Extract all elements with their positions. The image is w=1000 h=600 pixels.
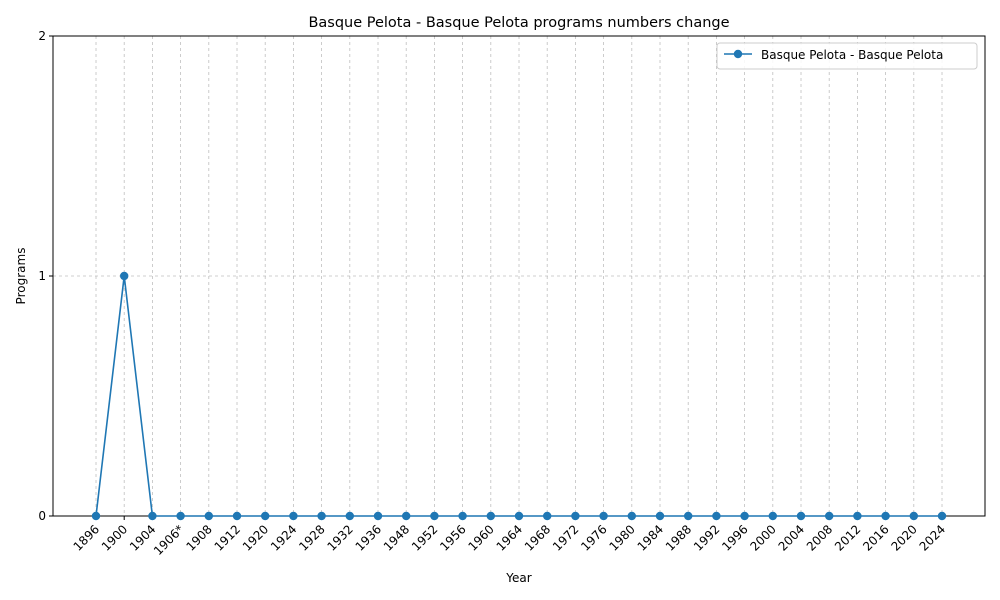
data-point bbox=[796, 511, 806, 521]
data-point bbox=[712, 511, 721, 521]
data-point bbox=[486, 511, 495, 521]
y-tick-label: 0 bbox=[38, 509, 46, 523]
data-point bbox=[514, 511, 524, 521]
data-point bbox=[599, 511, 608, 521]
data-point bbox=[232, 511, 242, 521]
data-point bbox=[120, 271, 129, 281]
data-point bbox=[655, 511, 665, 521]
data-point bbox=[345, 511, 354, 521]
data-point bbox=[430, 511, 439, 521]
legend-marker bbox=[733, 49, 743, 59]
y-tick-label: 1 bbox=[38, 269, 46, 283]
data-point bbox=[543, 511, 552, 521]
data-point bbox=[373, 511, 383, 521]
data-point bbox=[289, 511, 298, 521]
data-point bbox=[571, 511, 580, 521]
data-point bbox=[261, 511, 270, 521]
data-point bbox=[91, 511, 101, 521]
data-point bbox=[627, 511, 636, 521]
data-point bbox=[458, 511, 467, 521]
data-point bbox=[853, 511, 862, 521]
y-axis-title: Programs bbox=[14, 248, 28, 305]
data-point bbox=[402, 511, 411, 521]
data-point bbox=[881, 511, 890, 521]
data-point bbox=[148, 511, 157, 521]
data-point bbox=[684, 511, 693, 521]
x-axis-title: Year bbox=[505, 571, 531, 585]
legend-box bbox=[716, 42, 978, 70]
data-point bbox=[740, 511, 749, 521]
chart-title: Basque Pelota - Basque Pelota programs n… bbox=[308, 15, 729, 31]
data-point bbox=[909, 511, 918, 521]
legend: Basque Pelota - Basque Pelota bbox=[716, 42, 978, 70]
legend-label: Basque Pelota - Basque Pelota bbox=[761, 48, 943, 62]
data-point bbox=[768, 511, 777, 521]
data-point bbox=[204, 511, 213, 521]
y-tick-label: 2 bbox=[38, 29, 46, 43]
data-point bbox=[825, 511, 834, 521]
data-point bbox=[176, 511, 185, 521]
data-point bbox=[317, 511, 326, 521]
data-layer bbox=[91, 271, 947, 521]
data-point bbox=[937, 511, 947, 521]
